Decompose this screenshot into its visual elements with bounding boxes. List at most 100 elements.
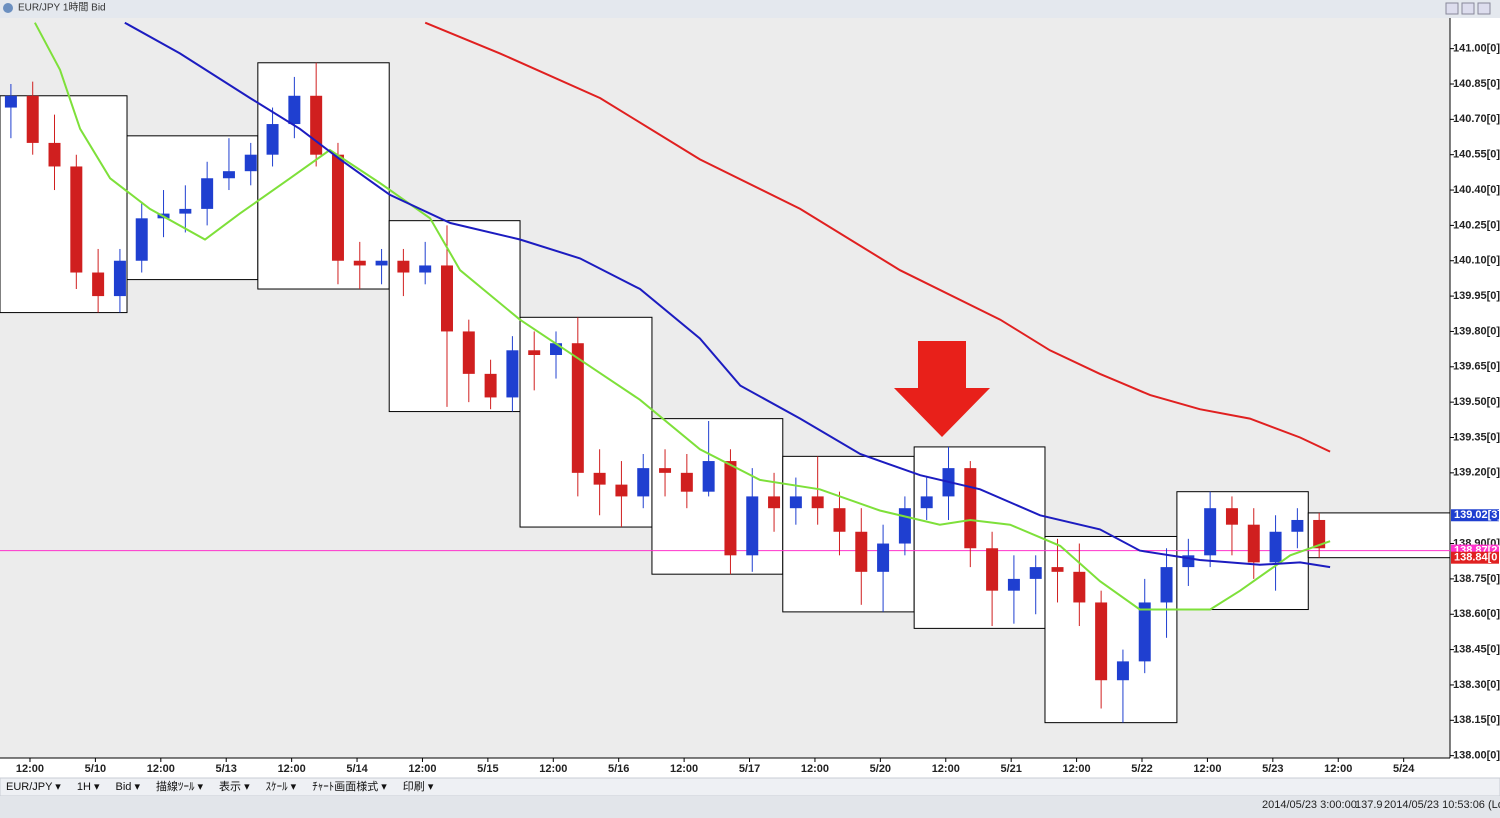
candle-body xyxy=(288,95,301,125)
candle-body xyxy=(462,331,475,374)
candle-body xyxy=(528,350,541,356)
price-marker-label: 138.84[0 xyxy=(1454,552,1497,564)
x-tick-label: 5/20 xyxy=(870,763,891,775)
candle-body xyxy=(964,468,977,549)
y-tick-label: 138.30[0] xyxy=(1453,679,1500,691)
y-tick-label: 138.60[0] xyxy=(1453,608,1500,620)
y-tick-label: 138.15[0] xyxy=(1453,714,1500,726)
range-box xyxy=(651,418,784,575)
x-tick-label: 5/23 xyxy=(1262,763,1283,775)
toolbar-button[interactable]: 1H ▾ xyxy=(77,781,100,793)
candle-body xyxy=(637,468,650,497)
toolbar-button[interactable]: 描線ﾂｰﾙ ▾ xyxy=(156,779,204,793)
toolbar-button[interactable]: 印刷 ▾ xyxy=(403,780,434,793)
x-tick-label: 12:00 xyxy=(278,763,306,775)
status-field: 2014/05/23 10:53:06 (Lo xyxy=(1384,799,1500,811)
candle-body xyxy=(48,142,61,167)
status-field: 137.9 xyxy=(1355,799,1383,811)
candle-body xyxy=(659,468,672,473)
candle-body xyxy=(419,265,432,273)
candle-body xyxy=(244,154,257,172)
candle-body xyxy=(222,171,235,179)
x-tick-label: 12:00 xyxy=(1063,763,1091,775)
x-tick-label: 12:00 xyxy=(16,763,44,775)
candle-body xyxy=(855,531,868,572)
candle-body xyxy=(484,373,497,398)
y-tick-label: 140.55[0] xyxy=(1453,149,1500,161)
candle-body xyxy=(789,496,802,509)
y-tick-label: 138.00[0] xyxy=(1453,750,1500,762)
toolbar-button[interactable]: Bid ▾ xyxy=(115,781,140,793)
candle-body xyxy=(768,496,781,509)
x-tick-label: 5/15 xyxy=(477,763,498,775)
candle-body xyxy=(113,260,126,297)
time-axis xyxy=(0,758,1500,778)
candle-body xyxy=(724,461,737,556)
x-tick-label: 5/10 xyxy=(85,763,106,775)
x-tick-label: 5/24 xyxy=(1393,763,1415,775)
candle-body xyxy=(92,272,105,297)
candle-body xyxy=(550,343,563,356)
y-tick-label: 141.00[0] xyxy=(1453,43,1500,55)
status-bar xyxy=(0,796,1500,818)
candle-body xyxy=(1138,602,1151,662)
layer: 141.00[0] 140.85[0] 140.70[0] 140.55[0] 140.… xyxy=(0,21,1500,775)
candle-body xyxy=(746,496,759,556)
candle-body xyxy=(680,472,693,492)
x-tick-label: 12:00 xyxy=(932,763,960,775)
close-button[interactable] xyxy=(1477,2,1491,15)
plot-area xyxy=(0,18,1450,758)
toolbar-button[interactable]: EUR/JPY ▾ xyxy=(6,781,61,793)
window-title: EUR/JPY 1時間 Bid xyxy=(18,2,106,14)
y-tick-label: 139.95[0] xyxy=(1453,290,1500,302)
candle-body xyxy=(1007,578,1020,591)
price-marker-label: 139.02[3] xyxy=(1454,509,1500,521)
candle-body xyxy=(70,166,83,273)
toolbar-button[interactable]: 表示 ▾ xyxy=(219,779,250,793)
candle-body xyxy=(1247,524,1260,563)
candle-body xyxy=(201,178,214,209)
y-tick-label: 140.70[0] xyxy=(1453,113,1500,125)
candle-body xyxy=(1116,661,1129,681)
y-tick-label: 138.75[0] xyxy=(1453,573,1500,585)
x-tick-label: 5/13 xyxy=(216,763,237,775)
candle-body xyxy=(833,508,846,532)
candle-body xyxy=(811,496,824,509)
toolbar-button[interactable]: ﾁｬｰﾄ画面様式 ▾ xyxy=(312,779,387,793)
candle-body xyxy=(920,496,933,509)
candle-body xyxy=(1160,567,1173,603)
candle-body xyxy=(4,95,17,108)
candle-body xyxy=(593,472,606,485)
candle-body xyxy=(440,265,453,332)
x-tick-label: 12:00 xyxy=(1324,763,1352,775)
candle-body xyxy=(179,208,192,214)
title-bar xyxy=(0,0,1500,18)
x-tick-label: 12:00 xyxy=(670,763,698,775)
toolbar-button[interactable]: ｽｹｰﾙ ▾ xyxy=(266,780,297,793)
range-box xyxy=(782,455,915,613)
candle-body xyxy=(1269,531,1282,563)
x-tick-label: 5/17 xyxy=(739,763,760,775)
candle-body xyxy=(1225,508,1238,525)
price-axis xyxy=(1450,18,1500,758)
range-box xyxy=(1044,535,1178,724)
candle-body xyxy=(331,154,344,261)
y-tick-label: 139.50[0] xyxy=(1453,396,1500,408)
app-icon xyxy=(3,3,13,13)
y-tick-label: 139.80[0] xyxy=(1453,325,1500,337)
minimize-button[interactable] xyxy=(1445,2,1459,15)
candle-body xyxy=(375,260,388,266)
range-box xyxy=(519,316,653,528)
candle-body xyxy=(1313,519,1326,549)
annotation-arrow xyxy=(894,341,990,437)
y-tick-label: 140.10[0] xyxy=(1453,255,1500,267)
candle-body xyxy=(615,484,628,497)
candle-body xyxy=(877,543,890,572)
y-tick-label: 138.45[0] xyxy=(1453,643,1500,655)
x-tick-label: 12:00 xyxy=(1193,763,1221,775)
range-box xyxy=(913,446,1046,629)
maximize-button[interactable] xyxy=(1461,2,1475,15)
candle-body xyxy=(986,548,999,591)
y-tick-label: 139.65[0] xyxy=(1453,361,1500,373)
